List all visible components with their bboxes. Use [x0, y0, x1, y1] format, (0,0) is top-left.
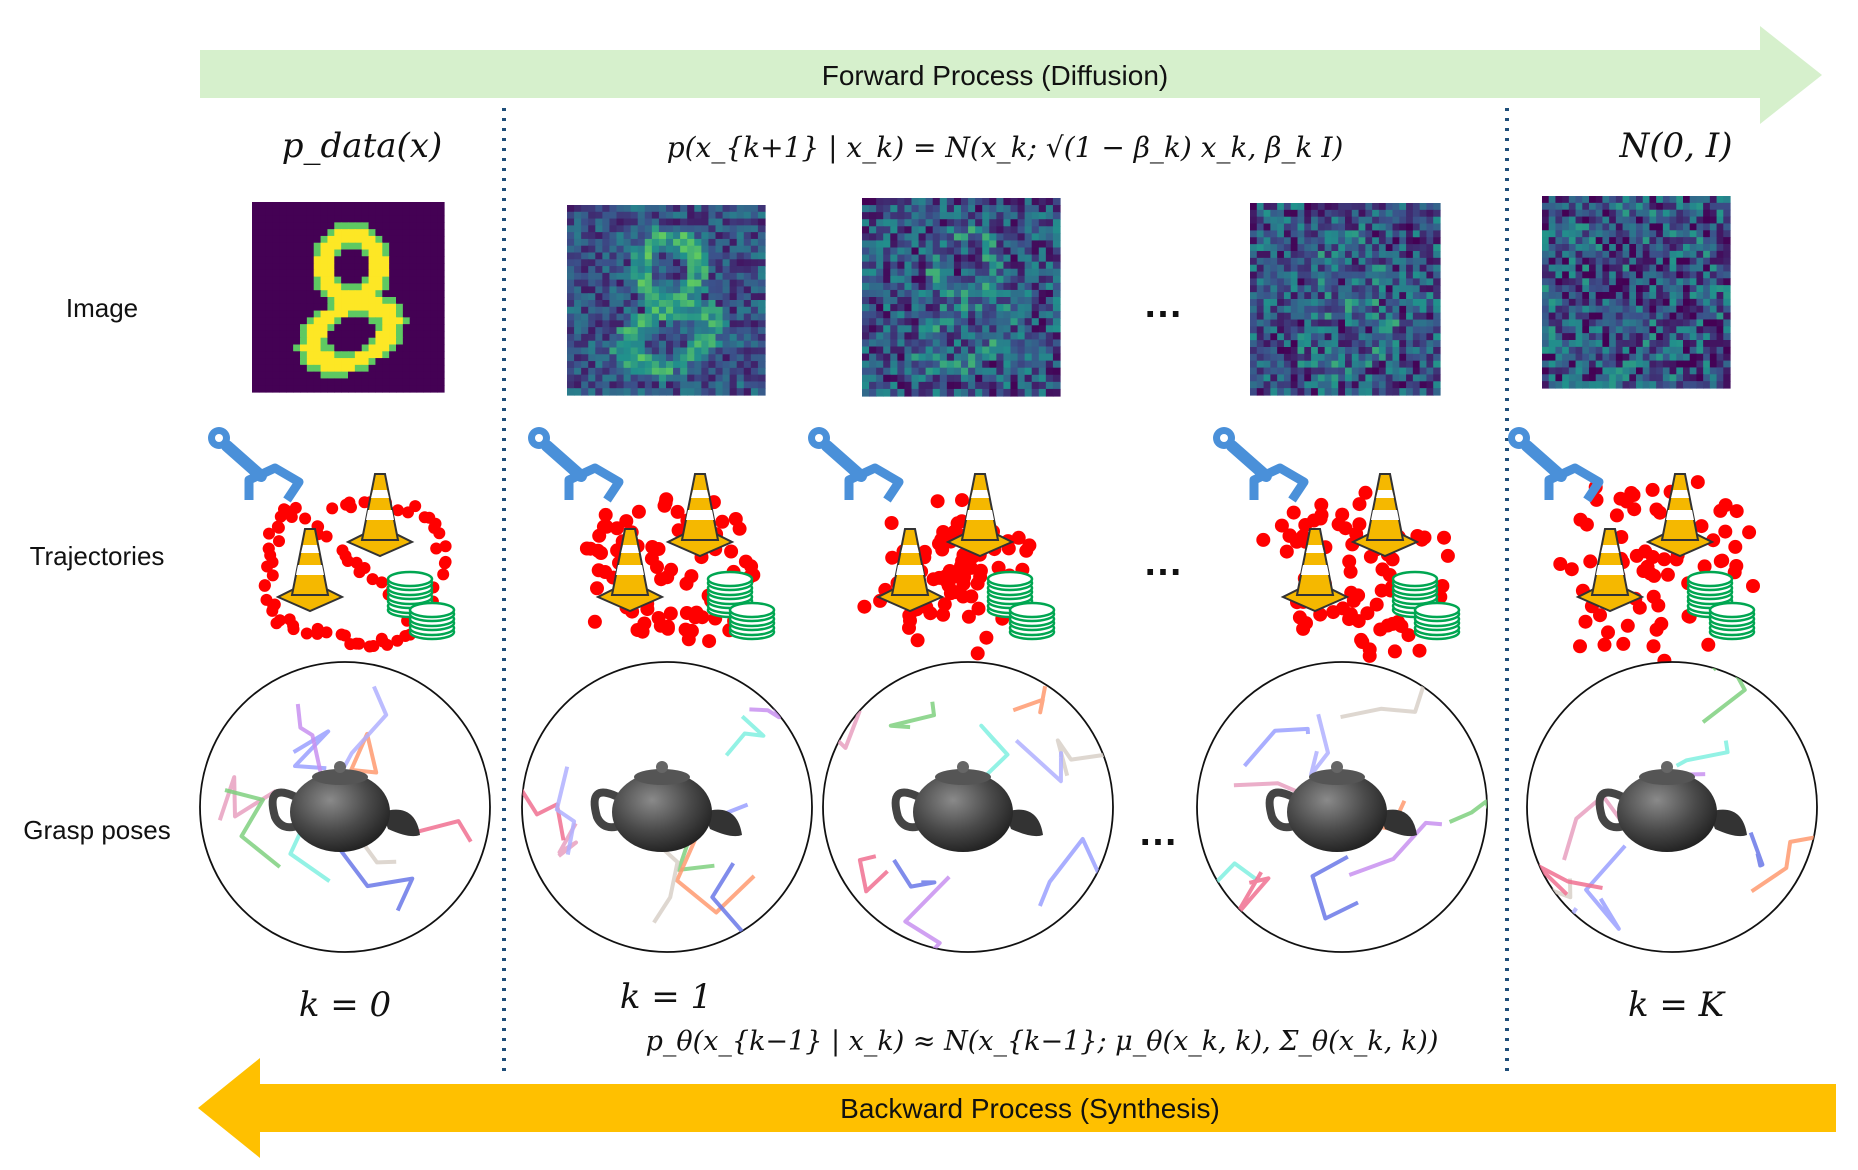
- step-label-k1: k = 1: [620, 977, 712, 1017]
- trajectory-panel-kK: [1508, 427, 1760, 668]
- gripper-icon: [808, 427, 904, 503]
- trajectory-panel-k1: [528, 427, 776, 649]
- row-label-trajectories: Trajectories: [30, 541, 165, 571]
- trajectory-points: [579, 491, 761, 649]
- traffic-cone-icon: [875, 528, 945, 613]
- grasp-row: [199, 661, 1818, 953]
- coin-stack-icon: [986, 570, 1056, 641]
- ellipsis-image-row: …: [1143, 282, 1183, 326]
- backward-transition-equation: p_θ(x_{k−1} | x_k) ≈ N(x_{k−1}; μ_θ(x_k,…: [646, 1026, 1439, 1057]
- traffic-cone-icon: [275, 528, 345, 613]
- forward-process-label: Forward Process (Diffusion): [822, 60, 1168, 91]
- ellipsis-grasp-row: …: [1138, 810, 1178, 854]
- image-panel-kK: [1542, 196, 1731, 389]
- backward-process-label: Backward Process (Synthesis): [840, 1093, 1220, 1124]
- traffic-cone-icon: [945, 473, 1015, 558]
- row-label-image: Image: [66, 293, 138, 323]
- image-panel-k0: [252, 202, 445, 393]
- trajectory-panel-k2: [808, 427, 1056, 661]
- teapot-icon: [268, 761, 420, 852]
- teapot-icon: [590, 761, 742, 852]
- gripper-icon: [1213, 427, 1309, 503]
- image-panel-kK-minus-1: [1250, 203, 1441, 396]
- noise-distribution-equation: N(0, I): [1619, 126, 1733, 166]
- coin-stack-icon: [1686, 570, 1756, 641]
- traffic-cone-icon: [595, 528, 665, 613]
- image-row: [252, 196, 1731, 397]
- row-label-grasp-poses: Grasp poses: [23, 815, 170, 845]
- gripper-icon: [528, 427, 624, 503]
- gripper-icon: [1508, 427, 1604, 503]
- traffic-cone-icon: [1575, 528, 1645, 613]
- grasp-panel-k0: [199, 661, 491, 953]
- step-label-k0: k = 0: [299, 985, 391, 1025]
- image-panel-k1: [567, 205, 766, 396]
- trajectory-panel-k0: [208, 427, 456, 653]
- grasp-panel-kK: [1526, 661, 1818, 953]
- traffic-cone-icon: [1350, 473, 1420, 558]
- coin-stack-icon: [706, 570, 776, 641]
- ellipsis-trajectory-row: …: [1143, 540, 1183, 584]
- teapot-icon: [1595, 761, 1747, 852]
- forward-transition-equation: p(x_{k+1} | x_k) = N(x_k; √(1 − β_k) x_k…: [667, 131, 1344, 164]
- trajectory-panel-kK-minus-1: [1213, 427, 1461, 663]
- traffic-cone-icon: [1645, 473, 1715, 558]
- step-label-kK: k = K: [1628, 985, 1727, 1025]
- grasp-panel-k1: [521, 661, 813, 953]
- teapot-icon: [891, 761, 1043, 852]
- teapot-icon: [1265, 761, 1417, 852]
- backward-process-arrow: Backward Process (Synthesis): [198, 1058, 1836, 1158]
- grasp-panel-k2: [822, 661, 1114, 953]
- trajectory-row: [208, 427, 1760, 668]
- coin-stack-icon: [386, 570, 456, 641]
- grasp-panel-kK-minus-1: [1196, 661, 1488, 953]
- coin-stack-icon: [1391, 570, 1461, 641]
- data-distribution-equation: p_data(x): [282, 126, 442, 166]
- gripper-icon: [208, 427, 304, 503]
- traffic-cone-icon: [345, 473, 415, 558]
- traffic-cone-icon: [665, 473, 735, 558]
- forward-process-arrow: Forward Process (Diffusion): [200, 26, 1822, 124]
- traffic-cone-icon: [1280, 528, 1350, 613]
- image-panel-k2: [862, 198, 1061, 397]
